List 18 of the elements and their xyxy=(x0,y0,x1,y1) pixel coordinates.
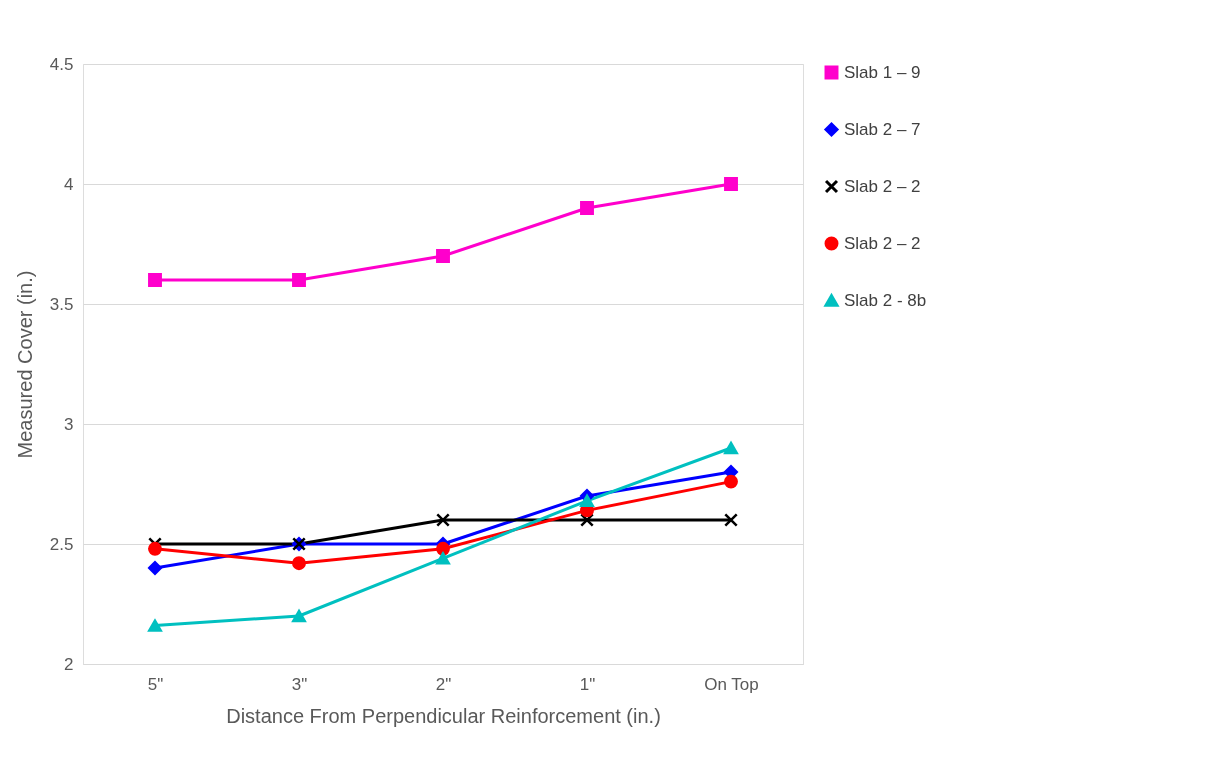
legend-label: Slab 2 – 2 xyxy=(844,233,921,253)
x-tick-label: 5" xyxy=(147,674,164,694)
x-tick-label: On Top xyxy=(704,674,759,694)
y-tick-label: 3 xyxy=(64,414,74,434)
y-tick-label: 3.5 xyxy=(49,294,74,314)
y-tick-label: 4.5 xyxy=(49,54,74,74)
y-tick-label: 2 xyxy=(64,654,74,674)
x-tick-label: 2" xyxy=(435,674,452,694)
x-axis-title: Distance From Perpendicular Reinforcement (in.) xyxy=(226,704,661,727)
legend-label: Slab 1 – 9 xyxy=(844,62,921,82)
legend-label: Slab 2 – 7 xyxy=(844,119,921,139)
legend-label: Slab 2 – 2 xyxy=(844,176,921,196)
x-tick-label: 1" xyxy=(579,674,596,694)
y-axis-title: Measured Cover (in.) xyxy=(13,270,36,459)
x-tick-label: 3" xyxy=(291,674,308,694)
y-tick-label: 4 xyxy=(64,174,74,194)
legend-label: Slab 2 - 8b xyxy=(844,290,927,310)
y-tick-label: 2.5 xyxy=(49,534,74,554)
